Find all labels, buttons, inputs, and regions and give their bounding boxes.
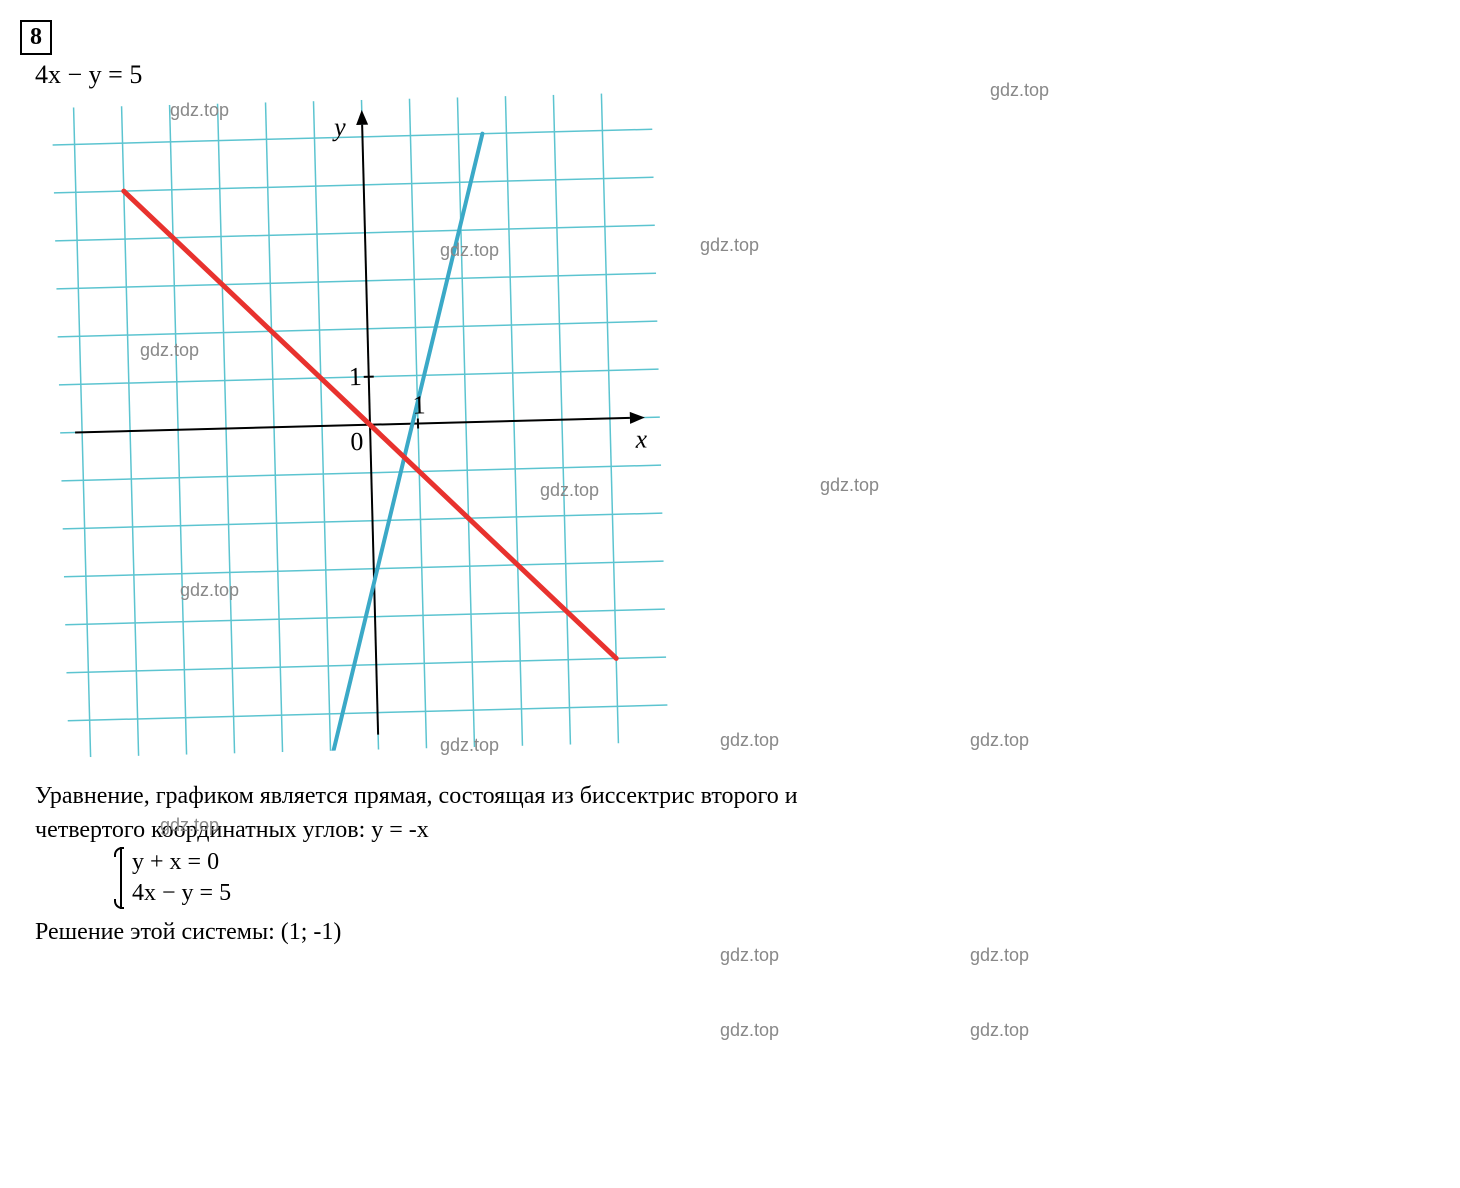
system-eq-2: 4x − y = 5 <box>132 878 231 909</box>
watermark: gdz.top <box>970 945 1029 966</box>
equation-system: y + x = 0 4x − y = 5 <box>20 847 231 909</box>
watermark: gdz.top <box>720 945 779 966</box>
coordinate-chart: yx011 <box>60 100 1440 750</box>
svg-text:1: 1 <box>412 390 426 419</box>
svg-text:0: 0 <box>350 427 364 456</box>
explanation-line1: Уравнение, графиком является прямая, сос… <box>35 783 798 809</box>
svg-text:1: 1 <box>348 362 362 391</box>
watermark: gdz.top <box>720 1020 779 1041</box>
watermark: gdz.top <box>970 1020 1029 1041</box>
explanation-line2: четвертого координатных углов: y = -x <box>35 817 429 843</box>
problem-number: 8 <box>20 20 52 55</box>
system-eq-1: y + x = 0 <box>132 847 231 878</box>
svg-text:x: x <box>634 424 648 453</box>
main-equation: 4x − y = 5 <box>20 60 1440 90</box>
explanation-text: Уравнение, графиком является прямая, сос… <box>20 780 1440 847</box>
chart-svg: yx011 <box>52 92 669 757</box>
solution-text: Решение этой системы: (1; -1) <box>20 919 1440 946</box>
